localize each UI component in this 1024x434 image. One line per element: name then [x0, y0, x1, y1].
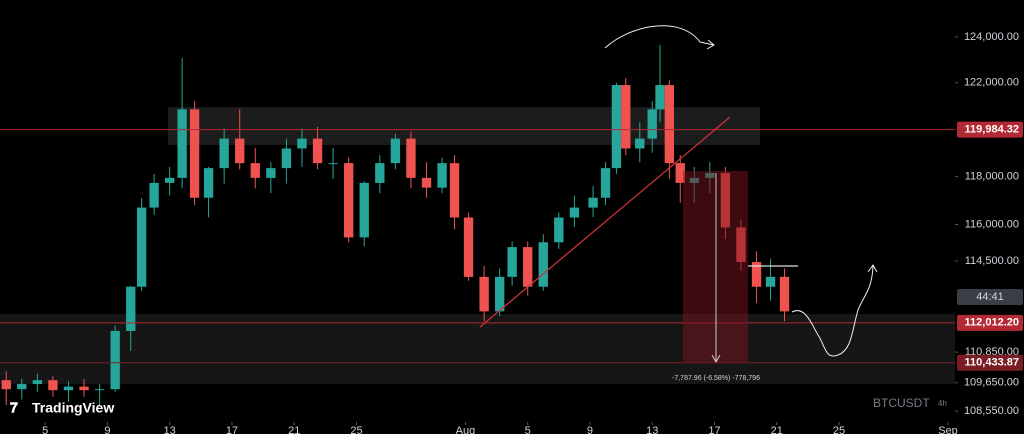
candle-body [1, 380, 11, 390]
candle-body [751, 262, 762, 287]
x-tick-label: 5 [42, 425, 48, 434]
candle-body [779, 276, 790, 312]
candle-body [588, 197, 598, 208]
candle-body [219, 138, 229, 169]
countdown: 44:41 [976, 291, 1004, 303]
candle-body [463, 217, 474, 277]
candle-body [79, 386, 89, 391]
candle-body [479, 276, 489, 312]
candle-body [48, 380, 58, 391]
x-tick-label: 13 [646, 425, 658, 434]
y-tick-label: 122,000.00 [964, 77, 1019, 89]
candle-body [94, 389, 105, 391]
y-tick-label: 118,000.00 [965, 170, 1019, 182]
candle-body [203, 168, 214, 198]
measure-label: -7,787.96 (-6.58%) -778,796 [672, 375, 760, 382]
candle-body [189, 109, 200, 198]
price-level-label: 112,012.20 [965, 317, 1019, 329]
candle-body [523, 247, 533, 287]
candle-body [32, 380, 43, 385]
candle-body [611, 85, 622, 169]
candle-body [63, 386, 74, 391]
support-zone [0, 314, 955, 384]
candle-body [406, 138, 416, 178]
trend-line [479, 116, 731, 328]
candle-body [250, 163, 260, 178]
x-tick-label: 9 [587, 425, 593, 434]
candle-body [507, 247, 517, 277]
candle-body [177, 109, 187, 178]
candle-body [655, 85, 665, 110]
candle-body [110, 330, 120, 390]
candle-body [635, 138, 645, 149]
x-tick-label: 25 [833, 425, 845, 434]
x-tick-label: 21 [771, 425, 783, 434]
price-level-label: 110,433.87 [965, 357, 1019, 369]
candle-body [664, 85, 675, 164]
x-tick-label: 21 [288, 425, 300, 434]
sketch-arrow-projection [791, 264, 878, 357]
x-tick-label: 13 [164, 425, 176, 434]
sketch-arrow-top [604, 25, 715, 50]
x-tick-label: 17 [226, 425, 238, 434]
candle-body [328, 163, 338, 165]
y-tick-label: 109,650.00 [964, 377, 1019, 389]
candle-body [281, 148, 292, 169]
y-tick-label: 108,550.00 [964, 405, 1019, 417]
y-tick-label: 124,000.00 [964, 31, 1019, 43]
x-tick-label: 25 [350, 425, 362, 434]
candle-body [266, 168, 276, 178]
candle-body [621, 85, 631, 149]
countdown-tag [957, 289, 1023, 305]
candle-body [600, 168, 611, 198]
x-tick-label: 5 [525, 425, 531, 434]
price-level-tag [957, 121, 1023, 138]
candle-body [647, 109, 657, 139]
candle-body [554, 217, 564, 243]
candle-body [569, 207, 580, 218]
candle-body [344, 163, 354, 238]
price-level-label: 119,984.32 [965, 123, 1019, 135]
measure-arrowhead [711, 354, 721, 364]
resistance-zone [168, 107, 760, 145]
candle-body [437, 163, 447, 188]
y-tick-label: 114,500.00 [965, 255, 1019, 267]
candle-body [235, 138, 245, 164]
candle-body [375, 163, 385, 183]
candle-body [538, 242, 548, 287]
candle-body [449, 163, 460, 218]
candle-body [149, 182, 159, 208]
candle-body [312, 138, 323, 164]
x-tick-label: Sep [938, 425, 958, 434]
price-axis: 124,000.00 122,000.00 118,000.00 116,000.00… [42, 31, 1023, 434]
candle-body [165, 177, 175, 183]
price-level-tag [957, 314, 1023, 331]
interval: 4h [938, 399, 947, 408]
candle-body [495, 276, 505, 312]
candle-body [421, 177, 432, 188]
candle-body [136, 207, 147, 287]
symbol: BTCUSDT [873, 396, 930, 410]
x-tick-label: 17 [708, 425, 720, 434]
brand-icon: 𝟕 [10, 400, 18, 416]
candle-body [297, 138, 307, 149]
x-tick-label: 9 [104, 425, 110, 434]
candle-body [17, 384, 27, 390]
price-level-tag [957, 354, 1023, 371]
candle-body [765, 276, 776, 287]
y-tick-label: 116,000.00 [965, 218, 1019, 230]
brand: TradingView [32, 400, 114, 416]
candle-body [359, 182, 369, 238]
candle-body [126, 286, 136, 331]
x-tick-label: Aug [456, 425, 476, 434]
candle-body [675, 163, 685, 183]
candle-body [390, 138, 401, 164]
